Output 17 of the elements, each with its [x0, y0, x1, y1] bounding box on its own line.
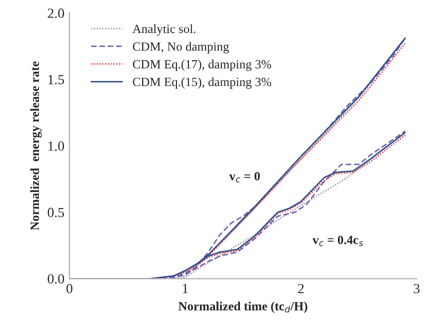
- x-tick-label: 3: [414, 284, 420, 294]
- x-axis-title: Normalized time (tc$_{d}$/H): [178, 302, 308, 313]
- y-tick-label: 0.5: [48, 208, 64, 218]
- y-axis-title: Normalized energy release rate: [30, 62, 42, 230]
- legend-label: CDM Eq.(15), damping 3%: [132, 77, 272, 89]
- annotation: v$_{c}$ = 0: [229, 172, 260, 182]
- legend-label: CDM Eq.(17), damping 3%: [132, 60, 272, 72]
- y-tick-label: 0.0: [48, 274, 64, 284]
- x-tick-label: 0: [66, 284, 72, 294]
- x-tick-label: 2: [298, 284, 304, 294]
- legend-label: CDM, No damping: [132, 42, 229, 54]
- y-tick-label: 2.0: [48, 8, 64, 18]
- legend-label: Analytic sol.: [132, 24, 196, 36]
- y-tick-label: 1.0: [48, 141, 64, 151]
- y-tick-label: 1.5: [48, 75, 64, 84]
- annotation: v$_{c}$ = 0.4c$_{s}$: [312, 236, 364, 246]
- x-tick-label: 1: [182, 284, 188, 294]
